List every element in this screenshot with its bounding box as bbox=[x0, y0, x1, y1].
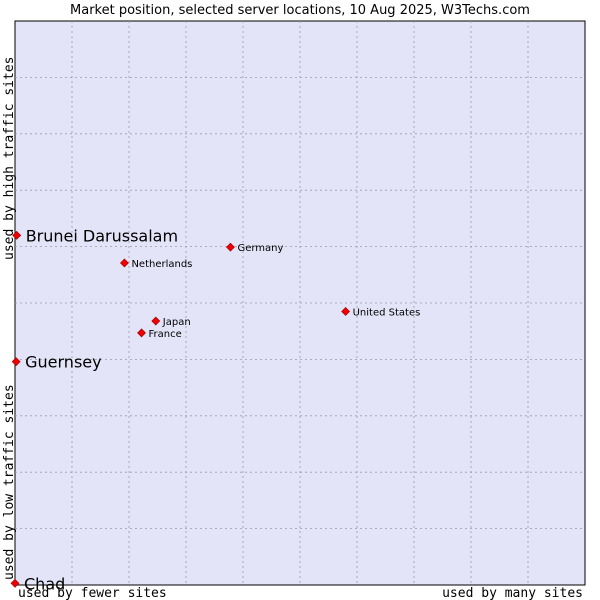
point-label-germany: Germany bbox=[237, 243, 283, 254]
marker-guernsey bbox=[11, 357, 21, 367]
marker-brunei-darussalam bbox=[12, 230, 22, 240]
marker-france bbox=[137, 328, 146, 338]
point-label-guernsey: Guernsey bbox=[25, 353, 101, 372]
data-point-brunei-darussalam: Brunei Darussalam bbox=[12, 226, 178, 245]
y-axis-label-low: used by low traffic sites bbox=[2, 384, 17, 580]
y-axis-label-high: used by high traffic sites bbox=[2, 57, 17, 261]
point-label-netherlands: Netherlands bbox=[131, 259, 192, 270]
point-label-brunei-darussalam: Brunei Darussalam bbox=[26, 226, 178, 245]
point-label-chad: Chad bbox=[24, 574, 65, 593]
data-point-france: France bbox=[137, 328, 182, 340]
data-point-japan: Japan bbox=[151, 316, 191, 328]
marker-united-states bbox=[341, 307, 351, 316]
data-point-guernsey: Guernsey bbox=[11, 353, 102, 372]
marker-chad bbox=[10, 578, 20, 588]
chart-title: Market position, selected server locatio… bbox=[70, 3, 530, 18]
data-point-chad: Chad bbox=[10, 574, 65, 593]
marker-netherlands bbox=[120, 258, 129, 268]
data-point-germany: Germany bbox=[226, 242, 284, 254]
point-label-japan: Japan bbox=[162, 317, 191, 328]
data-point-netherlands: Netherlands bbox=[120, 258, 192, 270]
x-axis-label-low: used by fewer sites bbox=[18, 586, 167, 600]
data-points: Brunei Darussalam Guernsey Chad Germany Neth… bbox=[10, 226, 421, 593]
grid bbox=[15, 21, 585, 585]
marker-germany bbox=[226, 242, 235, 252]
marker-japan bbox=[151, 316, 161, 326]
x-axis-label-high: used by many sites bbox=[442, 586, 583, 600]
data-point-united-states: United States bbox=[341, 307, 421, 318]
point-label-united-states: United States bbox=[353, 307, 421, 318]
point-label-france: France bbox=[149, 329, 182, 340]
